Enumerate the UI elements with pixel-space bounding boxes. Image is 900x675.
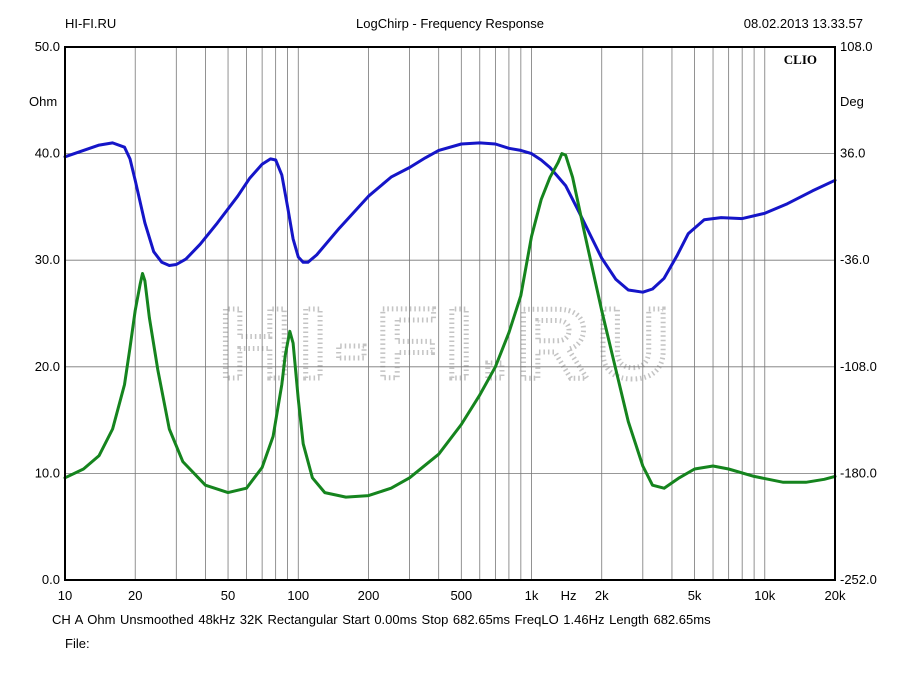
left-tick-label: 30.0	[35, 252, 60, 267]
left-tick-label: 40.0	[35, 146, 60, 161]
header-site: HI-FI.RU	[65, 16, 117, 31]
left-tick-label: 20.0	[35, 359, 60, 374]
series-layer	[63, 141, 837, 499]
footer-settings: CH A Ohm Unsmoothed 48kHz 32K Rectangula…	[52, 612, 711, 627]
x-tick-label: 10	[58, 588, 72, 603]
x-tick-label: 20k	[825, 588, 846, 603]
plot-frame	[64, 46, 836, 581]
x-axis-unit: Hz	[561, 588, 577, 603]
footer-file: File:	[65, 636, 90, 651]
right-tick-label: 36.0	[840, 146, 865, 161]
x-tick-label: 100	[287, 588, 309, 603]
x-tick-label: 10k	[754, 588, 775, 603]
x-tick-label: 2k	[595, 588, 609, 603]
x-tick-label: 200	[358, 588, 380, 603]
x-tick-label: 20	[128, 588, 142, 603]
axis-labels: CLIO 50.0 40.0 30.0 20.0 10.0 0.0 Ohm 108.0 36.0 -…	[29, 39, 877, 603]
grid	[65, 47, 835, 580]
phase-curve	[63, 152, 837, 499]
left-tick-label: 0.0	[42, 572, 60, 587]
impedance-curve	[63, 141, 837, 294]
left-tick-label: 50.0	[35, 39, 60, 54]
right-tick-label: 108.0	[840, 39, 873, 54]
header-datetime: 08.02.2013 13.33.57	[743, 16, 863, 31]
x-tick-label: 50	[221, 588, 235, 603]
brand-label: CLIO	[784, 52, 817, 67]
right-tick-label: -252.0	[840, 572, 877, 587]
right-tick-label: -180.0	[840, 465, 877, 480]
right-tick-label: -36.0	[840, 252, 870, 267]
x-tick-label: 1k	[525, 588, 539, 603]
chart-title: LogChirp - Frequency Response	[356, 16, 544, 31]
left-axis-unit: Ohm	[29, 94, 57, 109]
left-tick-label: 10.0	[35, 465, 60, 480]
right-tick-label: -108.0	[840, 359, 877, 374]
right-axis-unit: Deg	[840, 94, 864, 109]
x-tick-label: 500	[450, 588, 472, 603]
plot-border	[64, 46, 836, 581]
x-tick-label: 5k	[688, 588, 702, 603]
